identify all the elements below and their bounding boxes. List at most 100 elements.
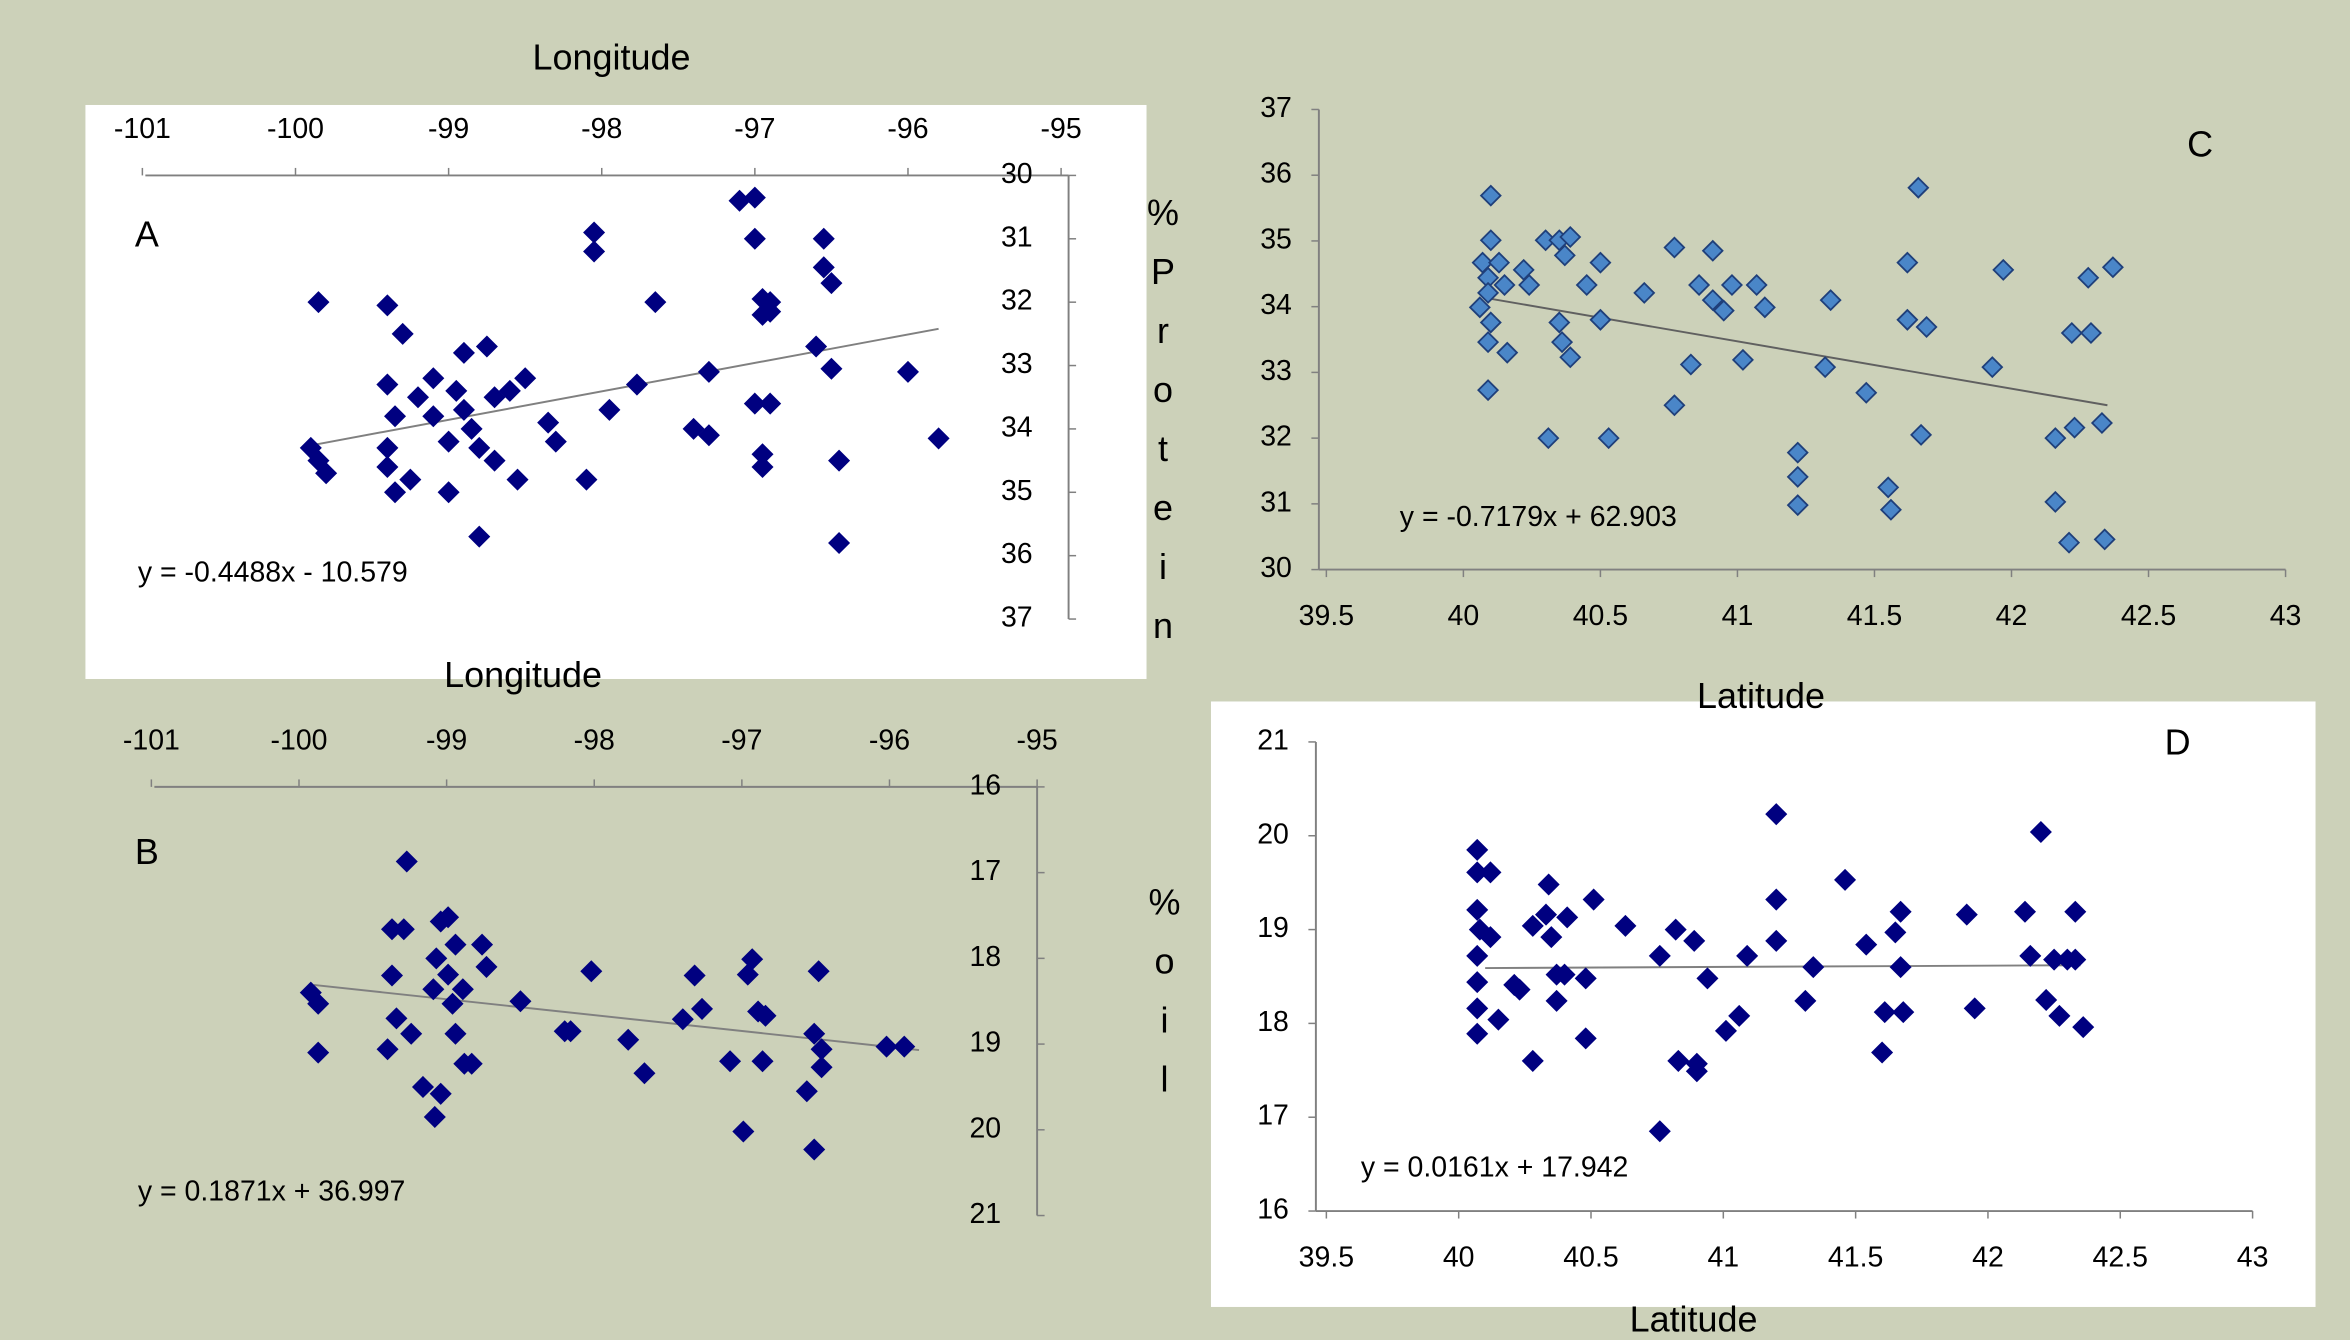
data-point xyxy=(1479,229,1502,252)
y-tick-label: 36 xyxy=(1260,158,1292,190)
data-point xyxy=(1466,944,1489,967)
data-point xyxy=(1794,989,1817,1012)
data-point xyxy=(828,449,851,472)
data-point xyxy=(759,392,782,415)
data-point xyxy=(1648,1120,1671,1143)
data-point xyxy=(425,947,448,970)
data-point xyxy=(1512,258,1535,281)
data-point xyxy=(444,1022,467,1045)
y-tick-label: 35 xyxy=(1001,475,1033,507)
data-point xyxy=(1574,967,1597,990)
trend-equation: y = -0.4488x - 10.579 xyxy=(138,557,408,589)
data-point xyxy=(1521,1049,1544,1072)
y-tick-label: 36 xyxy=(1001,538,1033,570)
data-point xyxy=(422,978,445,1001)
data-point xyxy=(441,992,464,1015)
data-point xyxy=(1545,989,1568,1012)
data-point xyxy=(2063,416,2086,439)
data-point xyxy=(307,291,330,314)
data-point xyxy=(671,1008,694,1031)
data-point xyxy=(1736,944,1759,967)
data-point xyxy=(544,430,567,453)
data-point xyxy=(2077,266,2100,289)
data-point xyxy=(820,357,843,380)
x-tick-label: -98 xyxy=(574,724,615,756)
data-point xyxy=(580,960,603,983)
data-point xyxy=(2035,988,2058,1011)
data-point xyxy=(1479,184,1502,207)
data-point xyxy=(468,525,491,548)
panel-label: D xyxy=(2165,721,2191,762)
data-point xyxy=(1728,1004,1751,1027)
y-tick-label: 19 xyxy=(969,1027,1001,1059)
data-point xyxy=(400,1022,423,1045)
data-point xyxy=(1556,906,1579,929)
x-tick-label: -96 xyxy=(887,113,928,145)
data-point xyxy=(1753,296,1776,319)
data-point xyxy=(483,449,506,472)
y-tick-label: 31 xyxy=(1001,221,1033,253)
data-point xyxy=(1664,918,1687,941)
panel-label: A xyxy=(135,213,159,254)
data-point xyxy=(1574,1027,1597,1050)
data-point xyxy=(483,386,506,409)
x-tick-label: 40.5 xyxy=(1573,600,1628,632)
data-point xyxy=(1896,251,1919,274)
x-tick-label: 40.5 xyxy=(1563,1242,1618,1274)
data-point xyxy=(2013,900,2037,923)
data-point xyxy=(1696,967,1719,990)
data-point xyxy=(751,455,774,478)
y-tick-label: 31 xyxy=(1260,486,1292,518)
data-point xyxy=(1765,803,1788,826)
data-point xyxy=(617,1028,640,1051)
y-tick-label: 37 xyxy=(1001,602,1033,634)
x-tick-label: 43 xyxy=(2270,600,2302,632)
x-axis-title: Longitude xyxy=(444,654,602,695)
data-point xyxy=(1466,898,1489,921)
data-point xyxy=(1855,381,1878,404)
data-point xyxy=(1871,1041,1894,1064)
data-point xyxy=(1648,944,1671,967)
y-tick-label: 21 xyxy=(969,1198,1001,1230)
data-point xyxy=(1786,441,1809,464)
data-point xyxy=(751,303,774,326)
y-tick-label: 18 xyxy=(1257,1006,1289,1038)
data-point xyxy=(812,227,835,250)
data-point xyxy=(423,1105,446,1128)
data-point xyxy=(1496,341,1519,364)
x-tick-label: -100 xyxy=(267,113,324,145)
data-point xyxy=(376,1038,399,1061)
data-point xyxy=(468,436,491,459)
panel-label: C xyxy=(2187,123,2213,164)
data-point xyxy=(2029,820,2052,844)
data-point xyxy=(498,379,521,402)
data-point xyxy=(1479,926,1502,949)
y-tick-label: 35 xyxy=(1260,223,1292,255)
data-point xyxy=(1683,929,1706,952)
data-point xyxy=(1488,251,1511,274)
data-point xyxy=(1889,900,1912,923)
y-tick-label: 16 xyxy=(1257,1194,1289,1226)
data-point xyxy=(828,531,851,555)
data-point xyxy=(2064,900,2087,923)
data-point xyxy=(1477,281,1500,304)
data-point xyxy=(1731,348,1754,371)
data-point xyxy=(451,978,474,1001)
data-point xyxy=(475,335,498,358)
data-point xyxy=(1896,308,1919,331)
y-tick-label: 18 xyxy=(969,941,1001,973)
data-point xyxy=(1955,903,1978,926)
data-point xyxy=(1559,346,1582,369)
y-tick-label: 32 xyxy=(1260,421,1292,453)
data-point xyxy=(1701,289,1724,312)
data-point xyxy=(1879,498,1902,521)
data-point xyxy=(460,1052,483,1075)
data-point xyxy=(810,1056,833,1079)
data-point xyxy=(380,964,404,987)
x-tick-label: -95 xyxy=(1017,724,1058,756)
data-point xyxy=(683,964,706,987)
data-point xyxy=(509,990,532,1013)
trend-equation: y = 0.0161x + 17.942 xyxy=(1361,1152,1629,1184)
data-point xyxy=(719,1050,742,1073)
